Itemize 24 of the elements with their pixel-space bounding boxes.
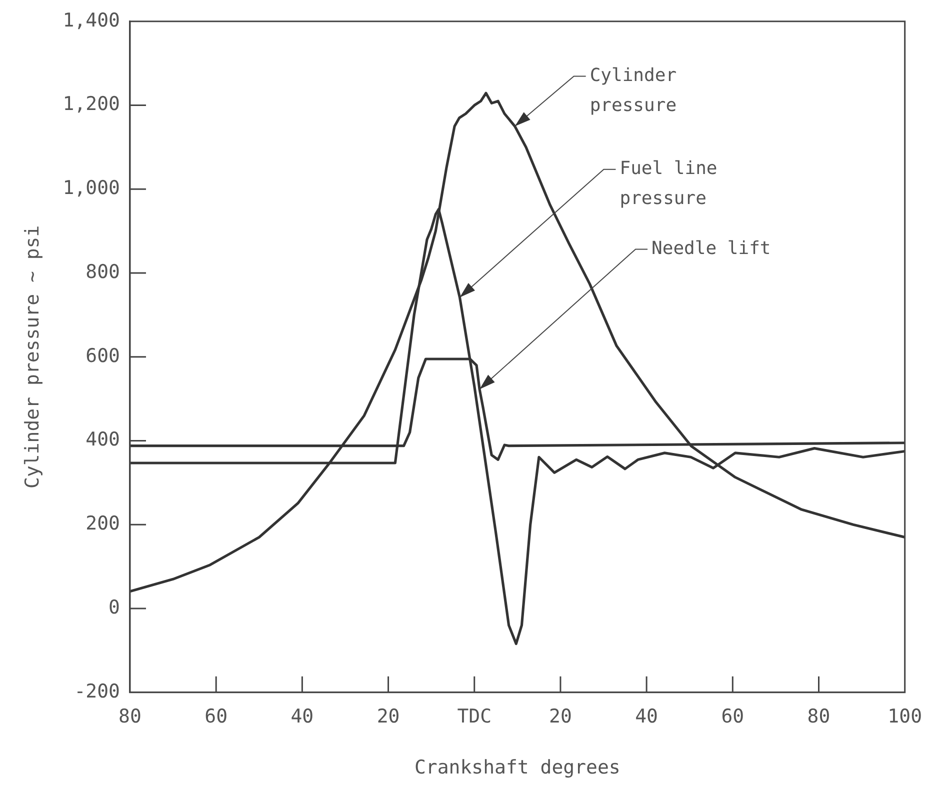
- y-axis-title: Cylinder pressure ~ psi: [21, 225, 44, 488]
- x-tick-label: 40: [290, 706, 314, 728]
- y-tick-label: 0: [108, 596, 120, 618]
- y-tick-label: 800: [86, 260, 120, 283]
- y-tick-label: 400: [86, 428, 120, 451]
- x-tick-label: 60: [204, 706, 228, 728]
- y-tick-label: 1,200: [62, 93, 120, 116]
- x-tick-label: 100: [888, 706, 922, 728]
- x-tick-label: 80: [807, 706, 830, 728]
- y-tick-label: 1,400: [62, 9, 120, 32]
- x-tick-label: 20: [549, 706, 572, 728]
- text: Fuel line pressure: [620, 158, 718, 210]
- y-tick-label: 200: [86, 512, 120, 535]
- x-axis-title: Crankshaft degrees: [414, 756, 620, 779]
- text: Needle lift: [652, 238, 771, 259]
- x-tick-label: 20: [376, 706, 400, 728]
- x-tick-label: TDC: [457, 706, 492, 728]
- x-tick-label: 40: [635, 706, 658, 728]
- y-tick-label: -200: [74, 680, 120, 702]
- x-tick-label: 60: [721, 706, 744, 728]
- y-tick-label: 600: [86, 344, 120, 367]
- text: Cylinder pressure: [590, 64, 677, 116]
- y-tick-label: 1,000: [62, 177, 120, 200]
- x-tick-label: 80: [118, 706, 142, 728]
